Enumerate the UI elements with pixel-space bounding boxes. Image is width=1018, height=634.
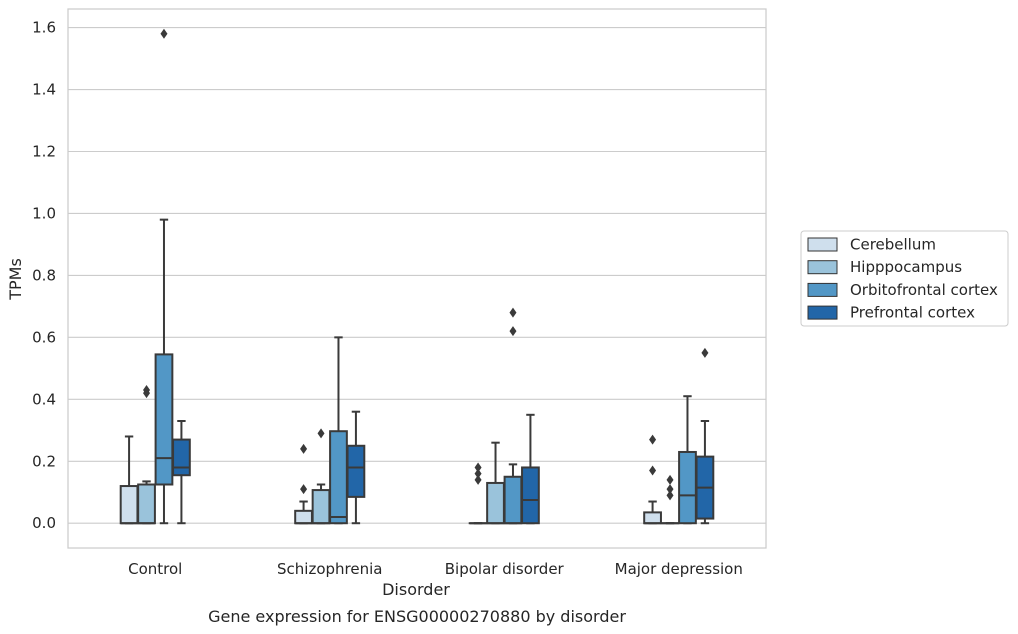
y-tick-label: 1.2 xyxy=(32,142,56,160)
x-tick-label: Major depression xyxy=(615,560,743,578)
y-axis-title: TPMs xyxy=(6,258,25,301)
x-axis-title: Disorder xyxy=(382,580,450,599)
x-tick-label: Control xyxy=(128,560,182,578)
box-iqr xyxy=(154,353,174,486)
y-tick-label: 1.6 xyxy=(32,19,56,37)
box-1-2 xyxy=(486,441,505,525)
box-iqr xyxy=(329,430,348,525)
box-iqr xyxy=(172,438,191,477)
box-0-1 xyxy=(294,443,313,525)
outlier-point xyxy=(474,474,482,485)
box-2-1 xyxy=(329,336,348,525)
box-3-0 xyxy=(172,419,191,525)
legend-frame xyxy=(800,230,1009,327)
box-iqr xyxy=(346,444,366,498)
box-2-0 xyxy=(154,28,174,525)
outlier-point xyxy=(666,474,674,485)
x-tick-label: Schizophrenia xyxy=(277,560,382,578)
y-tick-label: 0.0 xyxy=(32,514,56,532)
y-tick-label: 1.0 xyxy=(32,204,56,222)
legend: Cerebellum Hipppocampus Orbitofrontal cort… xyxy=(800,230,1009,327)
y-tick-label: 0.8 xyxy=(32,266,56,284)
outlier-point xyxy=(509,307,517,318)
outlier-point xyxy=(666,484,674,495)
box-0-3 xyxy=(643,434,662,525)
box-iqr xyxy=(311,489,331,525)
outlier-point xyxy=(300,484,308,495)
legend-swatch xyxy=(807,237,838,252)
y-tick-label: 0.4 xyxy=(32,390,56,408)
outlier-point xyxy=(143,385,151,396)
boxes xyxy=(119,28,715,525)
legend-label: Hipppocampus xyxy=(850,258,962,276)
box-2-2 xyxy=(503,307,523,525)
outlier-point xyxy=(701,347,709,358)
box-2-3 xyxy=(678,395,697,525)
legend-items: Cerebellum Hipppocampus Orbitofrontal cort… xyxy=(807,236,998,322)
x-tick-labels: Control Schizophrenia Bipolar disorder Majo… xyxy=(128,560,743,578)
box-iqr xyxy=(503,475,523,525)
outlier-point xyxy=(509,326,517,337)
outlier-point xyxy=(317,428,325,439)
box-3-3 xyxy=(695,347,715,525)
box-iqr xyxy=(643,511,662,525)
legend-swatch xyxy=(807,282,838,297)
box-1-0 xyxy=(137,385,156,525)
legend-swatch xyxy=(807,260,838,275)
y-tick-label: 0.6 xyxy=(32,328,56,346)
y-tick-labels: 0.0 0.2 0.4 0.6 0.8 1.0 1.2 1.4 1.6 xyxy=(32,19,56,533)
outlier-point xyxy=(474,462,482,473)
box-iqr xyxy=(678,450,697,525)
outlier-point xyxy=(474,468,482,479)
plot-area-frame xyxy=(67,8,767,549)
outlier-point xyxy=(649,465,657,476)
chart-caption: Gene expression for ENSG00000270880 by d… xyxy=(208,607,626,626)
box-iqr xyxy=(137,483,156,525)
y-tick-label: 1.4 xyxy=(32,81,56,99)
box-1-1 xyxy=(311,428,331,525)
legend-label: Prefrontal cortex xyxy=(850,304,975,322)
outlier-point xyxy=(649,434,657,445)
box-0-0 xyxy=(119,435,139,525)
box-3-2 xyxy=(521,413,540,525)
box-0-2 xyxy=(468,462,488,525)
box-iqr xyxy=(119,485,139,525)
outlier-point xyxy=(666,490,674,501)
box-iqr xyxy=(486,481,505,525)
box-3-1 xyxy=(346,410,366,525)
outlier-point xyxy=(300,443,308,454)
x-tick-label: Bipolar disorder xyxy=(445,560,565,578)
box-1-3 xyxy=(660,474,680,525)
box-iqr xyxy=(521,466,540,525)
outlier-point xyxy=(160,28,168,39)
legend-label: Cerebellum xyxy=(850,236,936,254)
legend-swatch xyxy=(807,305,838,320)
y-tick-label: 0.2 xyxy=(32,452,56,470)
box-iqr xyxy=(294,509,313,525)
legend-label: Orbitofrontal cortex xyxy=(850,281,998,299)
